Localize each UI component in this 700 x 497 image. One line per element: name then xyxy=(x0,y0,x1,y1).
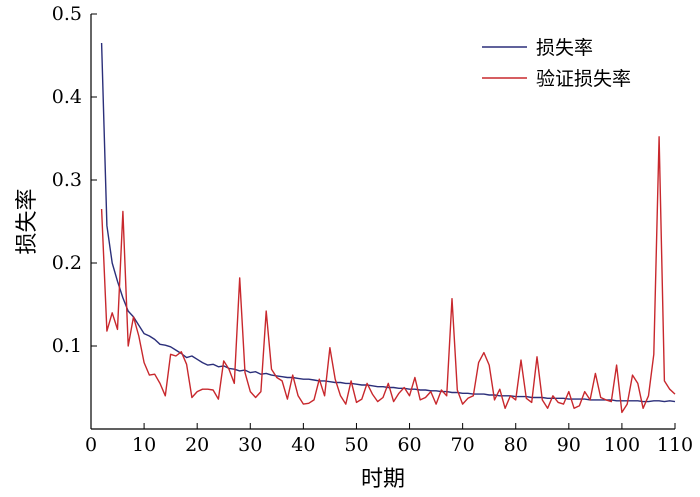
x-tick-label: 10 xyxy=(132,434,156,456)
x-tick-label: 20 xyxy=(185,434,209,456)
x-tick-label: 40 xyxy=(291,434,315,456)
series-line-1 xyxy=(100,42,676,403)
y-tick-label: 0.2 xyxy=(52,252,82,274)
x-tick-label: 0 xyxy=(85,434,97,456)
x-tick-label: 80 xyxy=(504,434,528,456)
y-tick-label: 0.3 xyxy=(52,169,82,191)
axes xyxy=(90,14,675,430)
legend-label-2: 验证损失率 xyxy=(536,68,631,90)
axis-ticks: 0 10 20 30 40 50 60 70 80 90 100 110 0.1 0.2 0.3 0.4 0.5 xyxy=(52,3,693,456)
y-tick-label: 0.5 xyxy=(52,3,82,25)
legend-label-1: 损失率 xyxy=(536,37,593,59)
x-axis-title: 时期 xyxy=(361,467,405,492)
x-tick-label: 50 xyxy=(344,434,368,456)
y-tick-label: 0.1 xyxy=(52,335,82,357)
y-tick-label: 0.4 xyxy=(52,86,82,108)
y-axis-title: 损失率 xyxy=(15,188,40,254)
x-tick-label: 100 xyxy=(604,434,640,456)
x-tick-label: 90 xyxy=(557,434,581,456)
series-lines xyxy=(100,42,676,414)
x-tick-label: 30 xyxy=(238,434,262,456)
x-tick-label: 60 xyxy=(397,434,421,456)
x-tick-label: 70 xyxy=(451,434,475,456)
series-line-2 xyxy=(100,136,676,414)
x-tick-label: 110 xyxy=(657,434,693,456)
